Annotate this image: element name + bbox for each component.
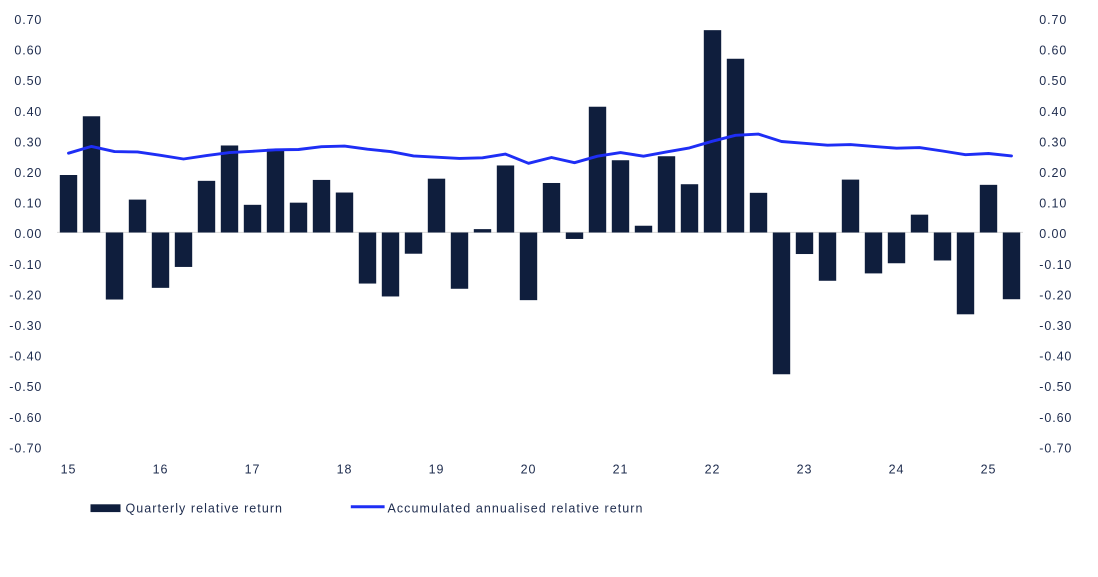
svg-text:-0.20: -0.20	[9, 288, 42, 302]
svg-text:23: 23	[797, 463, 813, 477]
svg-text:0.50: 0.50	[1039, 74, 1067, 88]
svg-text:21: 21	[613, 463, 629, 477]
svg-text:0.50: 0.50	[14, 74, 42, 88]
svg-text:0.60: 0.60	[1039, 44, 1067, 58]
svg-text:0.40: 0.40	[14, 105, 42, 119]
svg-text:0.40: 0.40	[1039, 105, 1067, 119]
svg-text:-0.30: -0.30	[9, 319, 42, 333]
svg-text:0.00: 0.00	[1039, 227, 1067, 241]
svg-text:-0.50: -0.50	[9, 380, 42, 394]
svg-text:0.10: 0.10	[14, 197, 42, 211]
svg-text:16: 16	[153, 463, 169, 477]
svg-text:0.70: 0.70	[14, 13, 42, 27]
svg-text:19: 19	[429, 463, 445, 477]
svg-text:-0.20: -0.20	[1039, 288, 1072, 302]
svg-text:-0.50: -0.50	[1039, 380, 1072, 394]
svg-text:0.30: 0.30	[14, 135, 42, 149]
svg-text:20: 20	[521, 463, 537, 477]
svg-text:17: 17	[245, 463, 261, 477]
svg-text:-0.60: -0.60	[1039, 411, 1072, 425]
svg-text:24: 24	[889, 463, 905, 477]
svg-text:0.20: 0.20	[14, 166, 42, 180]
svg-text:0.10: 0.10	[1039, 197, 1067, 211]
svg-text:-0.60: -0.60	[9, 411, 42, 425]
svg-text:-0.70: -0.70	[9, 442, 42, 456]
svg-text:-0.30: -0.30	[1039, 319, 1072, 333]
svg-text:0.20: 0.20	[1039, 166, 1067, 180]
svg-text:Quarterly relative return: Quarterly relative return	[126, 501, 284, 515]
svg-text:0.30: 0.30	[1039, 135, 1067, 149]
svg-text:-0.40: -0.40	[1039, 350, 1072, 364]
svg-text:0.00: 0.00	[14, 227, 42, 241]
svg-text:Accumulated annualised relativ: Accumulated annualised relative return	[388, 501, 644, 515]
svg-text:-0.70: -0.70	[1039, 442, 1072, 456]
svg-text:25: 25	[981, 463, 997, 477]
svg-text:-0.10: -0.10	[1039, 258, 1072, 272]
svg-text:0.70: 0.70	[1039, 13, 1067, 27]
svg-text:-0.10: -0.10	[9, 258, 42, 272]
svg-text:-0.40: -0.40	[9, 350, 42, 364]
svg-text:22: 22	[705, 463, 721, 477]
svg-text:0.60: 0.60	[14, 44, 42, 58]
svg-text:18: 18	[337, 463, 353, 477]
svg-text:15: 15	[61, 463, 77, 477]
